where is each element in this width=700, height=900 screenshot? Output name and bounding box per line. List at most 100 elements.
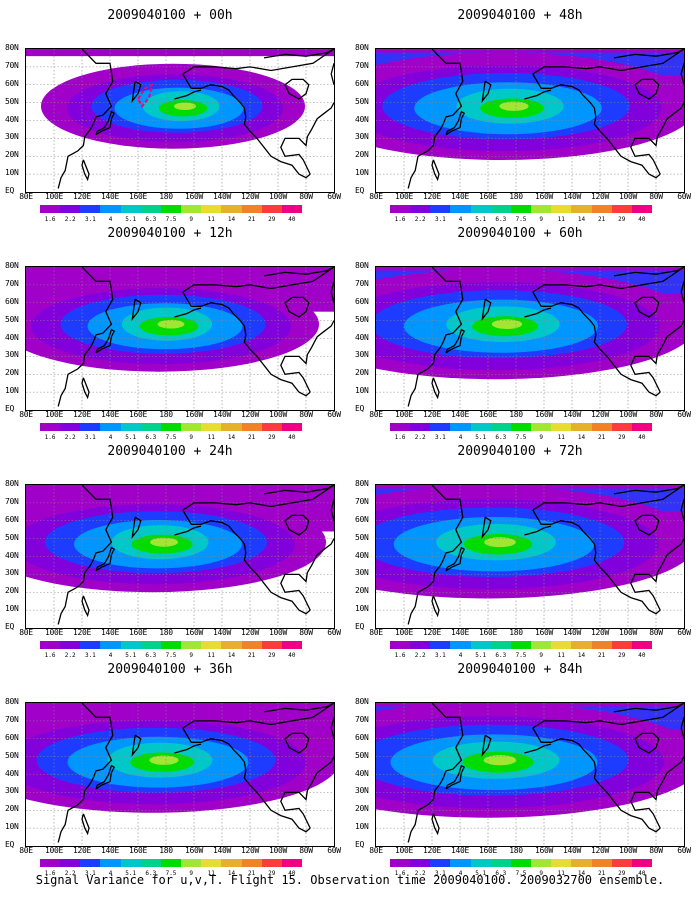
longitude-label: 120E bbox=[422, 192, 442, 201]
latitude-label: 50N bbox=[355, 96, 369, 106]
colorbar-swatch bbox=[531, 423, 552, 431]
colorbar-label: 6.3 bbox=[495, 870, 507, 877]
colorbar-swatch bbox=[490, 205, 512, 213]
coastline bbox=[532, 509, 661, 615]
colorbar-label: 29 bbox=[268, 216, 276, 223]
colorbar-label: 6.3 bbox=[145, 434, 157, 441]
colorbar-label: 11 bbox=[557, 434, 565, 441]
map-panel: 2009040100 + 48h 80N 70N 60N 50N 40N 30N 20N 10N… bbox=[355, 8, 691, 223]
coastline bbox=[57, 485, 114, 625]
colorbar-label: 14 bbox=[577, 870, 586, 877]
colorbar-swatch bbox=[80, 641, 101, 649]
longitude-label: 180 bbox=[509, 410, 523, 419]
longitude-label: 80W bbox=[299, 628, 313, 637]
colorbar-label: 5.1 bbox=[475, 870, 487, 877]
longitude-label: 60W bbox=[677, 192, 691, 201]
colorbar-swatch bbox=[160, 423, 182, 431]
coastline bbox=[280, 756, 334, 829]
longitude-label: 100W bbox=[618, 846, 638, 855]
colorbar-label: 3.1 bbox=[434, 652, 446, 659]
coastline bbox=[532, 267, 684, 293]
colorbar bbox=[40, 859, 303, 869]
latitude-label: 40N bbox=[355, 332, 369, 342]
latitude-label: 60N bbox=[355, 732, 369, 742]
colorbar-label: 11 bbox=[557, 870, 565, 877]
coastline bbox=[131, 298, 142, 322]
longitude-label: 140E bbox=[100, 410, 120, 419]
coastline bbox=[263, 703, 334, 713]
longitude-label: 100W bbox=[268, 192, 288, 201]
colorbar-swatch bbox=[450, 859, 472, 867]
coastline bbox=[280, 538, 334, 611]
colorbar-swatch bbox=[100, 205, 122, 213]
coastline bbox=[57, 267, 114, 407]
colorbar-label: 11 bbox=[207, 216, 215, 223]
colorbar-swatch bbox=[261, 859, 283, 867]
coastline bbox=[613, 49, 684, 59]
colorbar-swatch bbox=[261, 641, 283, 649]
coastline bbox=[680, 281, 684, 303]
latitude-labels: 80N 70N 60N 50N 40N 30N 20N 10N EQ bbox=[355, 479, 377, 631]
longitude-label: 80E bbox=[19, 410, 33, 419]
colorbar-label: 3.1 bbox=[84, 434, 96, 441]
colorbar-labels: 1.6 2.2 3.1 4 5.1 6.3 7.5 9 11 14 21 29 40 bbox=[40, 870, 302, 878]
map-panel: 2009040100 + 36h 80N 70N 60N 50N 40N 30N 20N 10N… bbox=[5, 662, 341, 878]
colorbar-swatch bbox=[60, 641, 81, 649]
colorbar-swatch bbox=[181, 205, 202, 213]
colorbar-label: 14 bbox=[227, 652, 236, 659]
longitude-label: 80W bbox=[299, 846, 313, 855]
colorbar-label: 1.6 bbox=[394, 870, 406, 877]
colorbar-label: 21 bbox=[247, 216, 256, 223]
longitude-labels: 80E 100E 120E 140E 160E 180 160W 140W 120W 100W 80… bbox=[11, 628, 341, 638]
colorbar-swatch bbox=[120, 205, 142, 213]
colorbar-label: 29 bbox=[618, 216, 626, 223]
colorbar-label: 11 bbox=[557, 216, 565, 223]
variance-map bbox=[376, 49, 684, 192]
coastline bbox=[407, 703, 464, 843]
latitude-label: 50N bbox=[355, 750, 369, 760]
map-plot-area bbox=[375, 266, 685, 411]
colorbar-label: 5.1 bbox=[125, 216, 137, 223]
colorbar-swatch bbox=[510, 641, 532, 649]
figure-caption: Signal Variance for u,v,T. Flight 15. Ob… bbox=[35, 873, 665, 887]
coastline bbox=[431, 159, 440, 182]
latitude-label: 20N bbox=[5, 368, 19, 378]
longitude-label: 120E bbox=[72, 846, 92, 855]
coastline bbox=[524, 525, 552, 536]
longitude-label: 120W bbox=[240, 846, 260, 855]
latitude-label: 60N bbox=[5, 296, 19, 306]
colorbar-swatch bbox=[261, 205, 283, 213]
colorbar-swatch bbox=[631, 205, 653, 213]
colorbar bbox=[40, 205, 303, 215]
colorbar-swatch bbox=[631, 423, 653, 431]
longitude-label: 60W bbox=[677, 846, 691, 855]
colorbar-swatch bbox=[201, 423, 222, 431]
coastline bbox=[131, 734, 142, 758]
map-plot-area bbox=[25, 702, 335, 847]
variance-map bbox=[376, 485, 684, 628]
longitude-label: 120W bbox=[240, 628, 260, 637]
colorbar-swatch bbox=[390, 205, 411, 213]
colorbar-swatch bbox=[181, 859, 202, 867]
colorbar-label: 3.1 bbox=[84, 870, 96, 877]
latitude-label: 10N bbox=[5, 822, 19, 832]
panel-title: 2009040100 + 24h bbox=[107, 444, 233, 459]
map-plot-area bbox=[375, 702, 685, 847]
colorbar-swatch bbox=[571, 641, 593, 649]
colorbar-labels: 1.6 2.2 3.1 4 5.1 6.3 7.5 9 11 14 21 29 40 bbox=[40, 216, 302, 224]
colorbar-label: 7.5 bbox=[165, 652, 177, 659]
coastline bbox=[634, 732, 660, 754]
colorbar-label: 2.2 bbox=[414, 216, 426, 223]
latitude-label: 20N bbox=[355, 804, 369, 814]
latitude-label: 40N bbox=[355, 550, 369, 560]
longitude-label: 60W bbox=[327, 410, 341, 419]
latitude-label: 70N bbox=[5, 60, 19, 70]
longitude-label: 80W bbox=[649, 410, 663, 419]
coastline bbox=[630, 320, 684, 393]
coastline bbox=[630, 756, 684, 829]
colorbar-swatch bbox=[531, 205, 552, 213]
longitude-label: 80E bbox=[369, 192, 383, 201]
colorbar-label: 1.6 bbox=[44, 216, 56, 223]
longitude-label: 140E bbox=[100, 628, 120, 637]
coastline bbox=[330, 63, 334, 85]
